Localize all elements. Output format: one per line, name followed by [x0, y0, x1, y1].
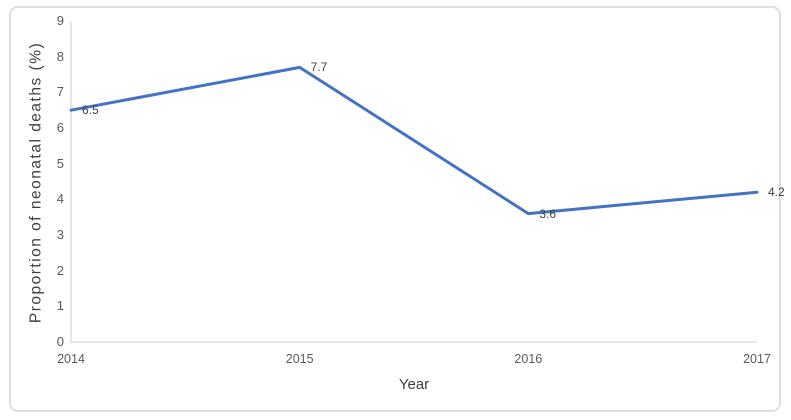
- y-axis-title: Proportion of neonatal deaths (%): [27, 41, 45, 324]
- data-point-label: 7.7: [310, 60, 328, 75]
- data-point-label: 4.2: [768, 185, 785, 200]
- data-point-label: 3.6: [539, 206, 557, 221]
- x-axis-title: Year: [398, 376, 430, 393]
- x-tick-label: 2017: [743, 352, 771, 366]
- y-tick-label: 9: [56, 13, 64, 28]
- y-tick-label: 5: [56, 155, 64, 171]
- data-point-label: 6.5: [82, 103, 99, 118]
- y-tick-label: 0: [56, 334, 64, 349]
- x-tick-label: 2014: [57, 352, 85, 366]
- chart-card: [9, 6, 781, 412]
- y-tick-label: 8: [56, 48, 64, 64]
- series-line: [69, 65, 759, 216]
- y-tick-label: 1: [56, 298, 64, 314]
- y-tick-label: 4: [56, 191, 64, 207]
- y-tick-label: 7: [56, 84, 64, 100]
- y-tick-label: 6: [56, 120, 64, 135]
- x-tick-label: 2016: [514, 352, 543, 366]
- y-tick-label: 3: [56, 227, 64, 242]
- x-tick-label: 2015: [285, 352, 314, 366]
- y-tick-label: 2: [56, 262, 64, 278]
